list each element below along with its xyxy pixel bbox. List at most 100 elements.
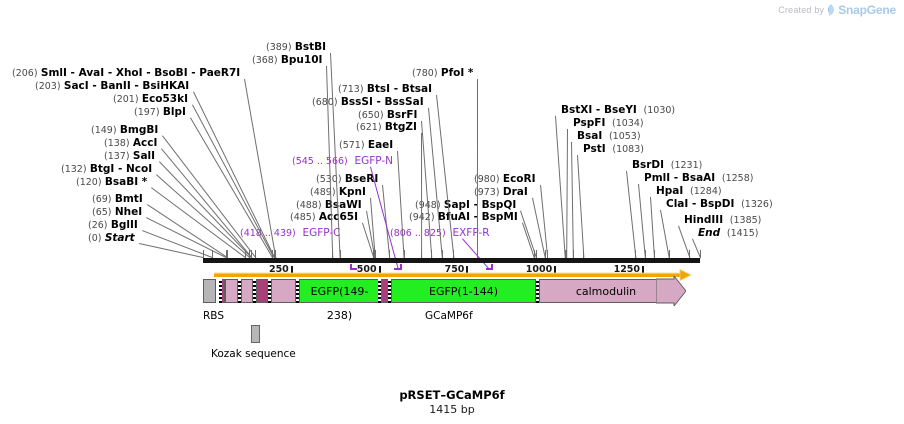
- enzyme-label-btgzi[interactable]: (621) BtgZI: [356, 121, 417, 134]
- site-tick-btsi: [453, 250, 455, 258]
- enzyme-position: (0): [88, 233, 102, 244]
- enzyme-label-pmli[interactable]: PmlI - BsaAI (1258): [644, 172, 753, 185]
- site-tick-bsssi: [441, 250, 443, 258]
- enzyme-label-acci[interactable]: (138) AccI: [104, 137, 157, 150]
- enzyme-name: BsaI: [577, 130, 603, 142]
- enzyme-name: SapI: [443, 199, 470, 211]
- enzyme-name: BsiHKAI: [142, 80, 190, 92]
- enzyme-label-bsabi[interactable]: (120) BsaBI *: [76, 176, 147, 189]
- enzyme-separator: -: [104, 67, 116, 79]
- enzyme-label-start[interactable]: (0) Start: [88, 232, 135, 245]
- leader-line-bsai: [571, 141, 574, 258]
- feature-segment-4[interactable]: [271, 279, 296, 303]
- enzyme-label-blpi[interactable]: (197) BlpI: [134, 106, 186, 119]
- enzyme-label-ecori[interactable]: (980) EcoRI: [474, 173, 536, 186]
- site-tick-hindiii: [689, 250, 691, 258]
- enzyme-name: BstBI: [294, 41, 327, 53]
- orf-direction-arrow: [214, 269, 692, 281]
- enzyme-label-bsssi[interactable]: (680) BssSI - BssSaI: [312, 96, 424, 109]
- enzyme-name: SmlI: [40, 67, 67, 79]
- ruler-tick-500: [378, 266, 381, 273]
- leader-line-pspfi: [566, 129, 568, 259]
- feature-divider-3: [268, 279, 271, 303]
- enzyme-label-bstxi[interactable]: BstXI - BseYI (1030): [561, 104, 675, 117]
- site-tick-end: [700, 250, 701, 258]
- enzyme-names: HpaI: [656, 185, 683, 197]
- enzyme-label-btsi[interactable]: (713) BtsI - BtsaI: [338, 83, 432, 96]
- enzyme-label-hpai[interactable]: HpaI (1284): [656, 185, 722, 198]
- enzyme-label-bsrdi[interactable]: BsrDI (1231): [632, 159, 702, 172]
- ruler-tick-label-500: 500: [356, 264, 377, 275]
- enzyme-label-bstbi[interactable]: (389) BstBI: [266, 41, 326, 54]
- enzyme-name: HindIII: [684, 214, 724, 226]
- enzyme-label-bglii[interactable]: (26) BglII: [88, 219, 138, 232]
- enzyme-names: EcoRI: [503, 173, 536, 185]
- enzyme-name: BsaAI: [681, 172, 716, 184]
- enzyme-names: BstBI: [295, 41, 326, 53]
- enzyme-label-acc65i[interactable]: (485) Acc65I: [290, 211, 358, 224]
- primer-label-exfp-r[interactable]: (806 .. 825) EXFP-R: [390, 227, 490, 240]
- feature-segment-3[interactable]: [241, 279, 253, 303]
- enzyme-label-bsai[interactable]: BsaI (1053): [577, 130, 641, 143]
- site-tick-sapi: [535, 250, 537, 258]
- leader-line-eaei: [397, 150, 405, 258]
- enzyme-name: BmtI: [114, 193, 143, 205]
- enzyme-label-bmgbi[interactable]: (149) BmgBI: [91, 124, 158, 137]
- ruler-tick-1250: [642, 266, 645, 273]
- enzyme-name: BssSI: [340, 96, 373, 108]
- enzyme-label-btgi[interactable]: (132) BtgI - NcoI: [61, 163, 152, 176]
- enzyme-position: (488): [296, 200, 322, 211]
- enzyme-label-pspfi[interactable]: PspFI (1034): [573, 117, 644, 130]
- feature-segment-2[interactable]: [225, 279, 238, 303]
- enzyme-names: HindIII: [684, 214, 723, 226]
- primer-name: EGFP-C: [302, 227, 341, 239]
- enzyme-position: (26): [88, 220, 108, 231]
- enzyme-name: SacI: [63, 80, 89, 92]
- enzyme-label-bmti[interactable]: (69) BmtI: [92, 193, 143, 206]
- enzyme-label-eaei[interactable]: (571) EaeI: [339, 139, 393, 152]
- enzyme-label-bsrfi[interactable]: (650) BsrFI: [358, 109, 417, 122]
- feature-calmodulin[interactable]: calmodulin: [539, 279, 673, 303]
- enzyme-label-bsawi[interactable]: (488) BsaWI: [296, 199, 362, 212]
- ruler-tick-750: [466, 266, 469, 273]
- enzyme-label-smli[interactable]: (206) SmlI - AvaI - XhoI - BsoBI - PaeR7…: [12, 67, 240, 80]
- leader-line-pmli: [638, 183, 646, 258]
- enzyme-label-pfoi[interactable]: (780) PfoI *: [412, 67, 473, 80]
- enzyme-label-bseri[interactable]: (530) BseRI: [316, 173, 378, 186]
- enzyme-label-kpni[interactable]: (489) KpnI: [310, 186, 366, 199]
- feature-linker-2[interactable]: [256, 279, 268, 303]
- primer-mark-egfp-c: [349, 264, 358, 270]
- primer-label-egfp-n[interactable]: (545 .. 566) EGFP-N: [292, 155, 393, 168]
- enzyme-label-psti[interactable]: PstI (1083): [583, 143, 644, 156]
- enzyme-names: BssSI - BssSaI: [341, 96, 424, 108]
- feature-egfp-149-238[interactable]: EGFP(149-238): [299, 279, 380, 322]
- enzyme-position: (1053): [608, 131, 641, 142]
- site-tick-bstbi: [339, 250, 341, 258]
- enzyme-names: BtgZI: [385, 121, 417, 133]
- enzyme-name: Start: [104, 232, 135, 244]
- enzyme-label-bfuai[interactable]: (942) BfuAI - BspMI: [409, 211, 518, 224]
- enzyme-name: SalI: [132, 150, 156, 162]
- enzyme-label-drai[interactable]: (973) DraI: [474, 186, 528, 199]
- enzyme-label-eco53ki[interactable]: (201) Eco53kI: [113, 93, 188, 106]
- site-tick-bmgbi: [255, 250, 257, 258]
- enzyme-label-sali[interactable]: (137) SalI: [104, 150, 155, 163]
- enzyme-names: SalI: [133, 150, 155, 162]
- enzyme-separator: -: [469, 199, 482, 211]
- enzyme-name: BspDI: [699, 198, 735, 210]
- enzyme-label-bpu10i[interactable]: (368) Bpu10I: [252, 54, 322, 67]
- enzyme-label-saci[interactable]: (203) SacI - BanII - BsiHKAI: [35, 80, 189, 93]
- plasmid-title: pRSET–GCaMP6f: [399, 388, 505, 402]
- enzyme-label-hindiii[interactable]: HindIII (1385): [684, 214, 761, 227]
- feature-rbs[interactable]: [203, 279, 216, 303]
- enzyme-label-clai[interactable]: ClaI - BspDI (1326): [666, 198, 773, 211]
- enzyme-label-end[interactable]: End (1415): [698, 227, 758, 240]
- feature-egfp-1-144[interactable]: EGFP(1-144): [391, 279, 536, 303]
- feature-divider-0: [219, 279, 222, 303]
- leader-line-hpai: [650, 196, 655, 258]
- enzyme-name: DraI: [502, 186, 528, 198]
- caption-gcamp6f: GCaMP6f: [425, 310, 473, 322]
- enzyme-position: (132): [61, 164, 87, 175]
- enzyme-label-nhei[interactable]: (65) NheI: [92, 206, 142, 219]
- enzyme-name: BtgI: [89, 163, 115, 175]
